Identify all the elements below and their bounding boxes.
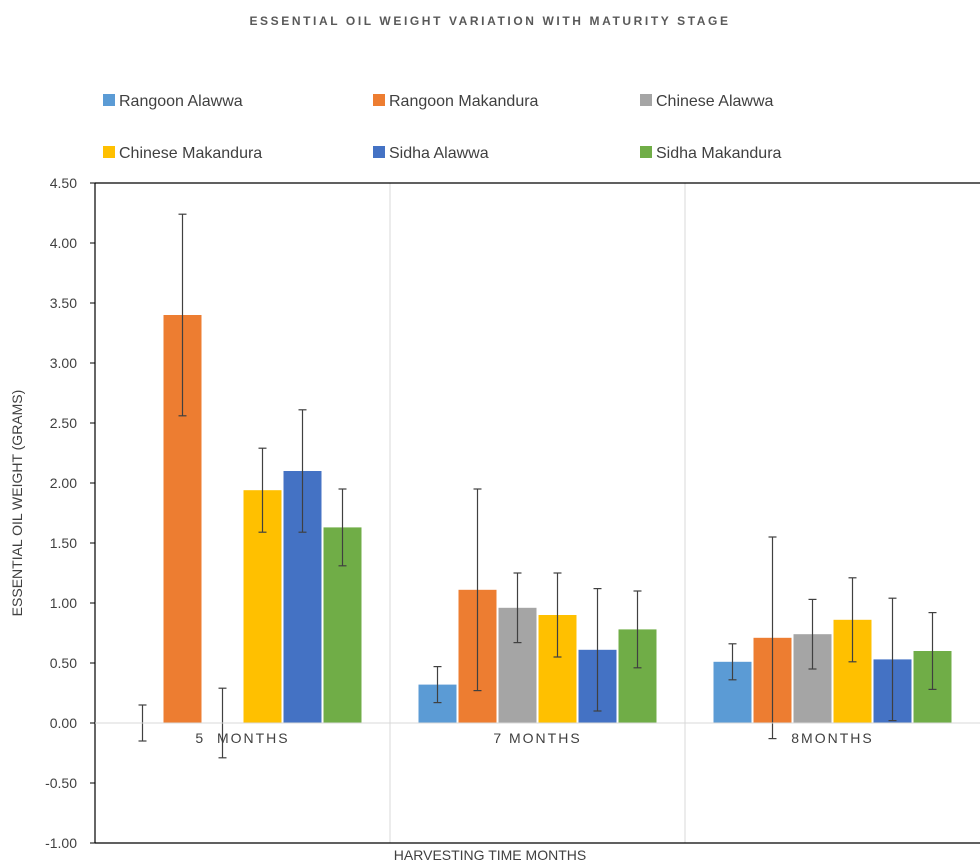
y-axis-title: ESSENTIAL OIL WEIGHT (GRAMS) [9,390,25,617]
x-category-labels: 5 MONTHS 7 MONTHS 8MONTHS [195,730,873,746]
chart-title: ESSENTIAL OIL WEIGHT VARIATION WITH MATU… [249,14,730,28]
category-label: 8MONTHS [791,730,873,746]
legend-swatch [103,94,115,106]
bars [163,315,952,723]
legend-swatch [373,146,385,158]
y-tick-label: 3.50 [50,295,77,311]
y-tick-label: 2.50 [50,415,77,431]
legend-swatch [373,94,385,106]
y-tick-label: 2.00 [50,475,77,491]
y-tick-label: -1.00 [45,835,77,851]
legend-label: Chinese Makandura [119,145,262,162]
legend-swatch [640,146,652,158]
y-tick-label: 0.50 [50,655,77,671]
legend-swatch [103,146,115,158]
axes [94,182,980,844]
legend-label: Sidha Alawwa [389,145,489,162]
legend-swatch [640,94,652,106]
legend-label: Rangoon Makandura [389,93,539,110]
y-tick-label: 1.50 [50,535,77,551]
y-tick-label: 0.00 [50,715,77,731]
y-tick-label: 3.00 [50,355,77,371]
gridlines [389,183,686,843]
x-axis-title: HARVESTING TIME MONTHS [394,847,586,863]
y-tick-label: 4.50 [50,175,77,191]
y-tick-labels: 4.50 4.00 3.50 3.00 2.50 2.00 1.50 1.00 0.50 0.00… [45,175,95,851]
legend-label: Sidha Makandura [656,145,782,162]
y-tick-label: 4.00 [50,235,77,251]
y-tick-label: -0.50 [45,775,77,791]
legend: Rangoon Alawwa Rangoon Makandura Chinese A… [103,93,782,162]
legend-label: Chinese Alawwa [656,93,774,110]
legend-label: Rangoon Alawwa [119,93,243,110]
category-label: 5 MONTHS [195,730,289,746]
category-label: 7 MONTHS [493,730,581,746]
y-tick-label: 1.00 [50,595,77,611]
